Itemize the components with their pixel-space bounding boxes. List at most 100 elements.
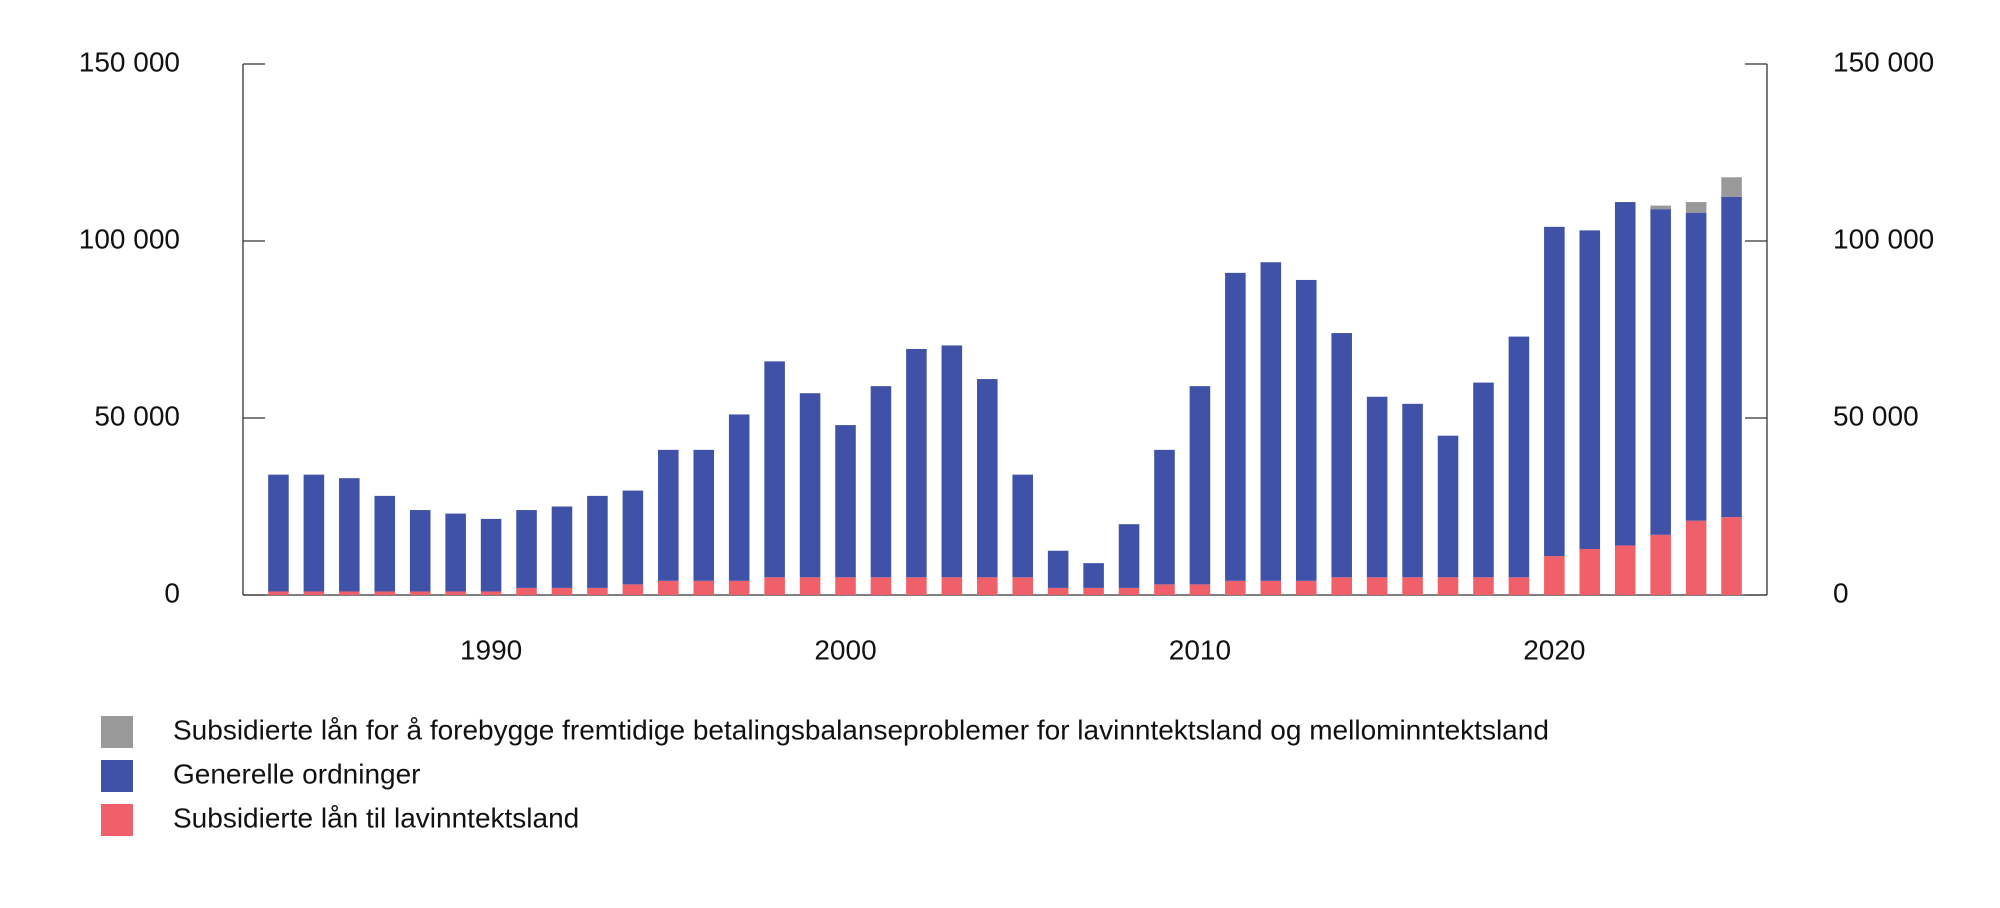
legend-swatch	[101, 804, 133, 836]
bar-segment	[1295, 279, 1317, 581]
bar-segment	[1012, 474, 1033, 578]
bar-segment	[906, 348, 927, 578]
bar-segment	[1579, 548, 1601, 595]
y2-tick-label: 50 000	[1833, 400, 1919, 431]
bar-segment	[551, 506, 573, 588]
bar-segment	[268, 474, 289, 592]
bar-segment	[1508, 577, 1530, 595]
bar-segment	[941, 345, 963, 578]
bar-segment	[799, 393, 821, 578]
bar-segment	[1047, 587, 1069, 595]
bar-segment	[516, 587, 537, 595]
bar-segment	[1650, 209, 1671, 535]
bar-segment	[374, 495, 396, 592]
y-tick-label: 100 000	[79, 223, 180, 254]
bar-segment	[516, 510, 537, 588]
bar-segment	[764, 577, 785, 595]
bar-segment	[1260, 262, 1282, 581]
bar-segment	[587, 587, 608, 595]
bar-segment	[835, 577, 856, 595]
bar-segment	[1685, 212, 1707, 521]
bar-segment	[1508, 336, 1530, 578]
x-tick-label: 2020	[1523, 634, 1585, 665]
bar-segment	[870, 386, 892, 578]
bar-segment	[1366, 396, 1388, 578]
x-tick-label: 2000	[814, 634, 876, 665]
bar-segment	[1614, 202, 1636, 546]
bar-segment	[445, 591, 466, 595]
bar-segment	[1579, 230, 1601, 549]
bar-segment	[1260, 580, 1282, 595]
bar-segment	[480, 591, 502, 595]
bar-segment	[941, 577, 963, 595]
bar-segment	[1295, 580, 1317, 595]
bar-segment	[1154, 449, 1175, 585]
bar-segment	[693, 449, 715, 581]
bar-segment	[1614, 545, 1636, 595]
bar-segment	[1154, 584, 1175, 595]
bar-segment	[728, 580, 750, 595]
bar-segment	[374, 591, 396, 595]
bar-segment	[835, 425, 856, 578]
bar-segment	[1437, 435, 1459, 578]
bar-segment	[1721, 517, 1742, 595]
bar-segment	[1225, 272, 1246, 581]
bar-segment	[1083, 563, 1104, 588]
bar-segment	[268, 591, 289, 595]
legend-swatch	[101, 760, 133, 792]
bar-segment	[1721, 177, 1742, 197]
bar-segment	[764, 361, 785, 578]
bar-segment	[480, 518, 502, 592]
bar-segment	[1721, 196, 1742, 518]
bar-segment	[1118, 524, 1140, 588]
legend-label: Subsidierte lån for å forebygge fremtidi…	[173, 714, 1549, 745]
bar-segment	[339, 591, 360, 595]
y2-tick-label: 150 000	[1833, 46, 1934, 77]
bar-segment	[1083, 587, 1104, 595]
bar-segment	[799, 577, 821, 595]
bar-segment	[693, 580, 715, 595]
bar-segment	[1544, 226, 1565, 557]
y-tick-label: 0	[164, 577, 180, 608]
bar-segment	[622, 490, 644, 585]
y-tick-label: 150 000	[79, 46, 180, 77]
bar-segment	[1473, 577, 1494, 595]
bar-segment	[1402, 577, 1423, 595]
bar-segment	[551, 587, 573, 595]
bar-segment	[1189, 584, 1211, 595]
bar-segment	[870, 577, 892, 595]
bar-segment	[445, 513, 466, 592]
bar-segment	[1012, 577, 1033, 595]
x-tick-label: 2010	[1169, 634, 1231, 665]
bar-segment	[1473, 382, 1494, 578]
bar-segment	[1331, 577, 1352, 595]
bar-segment	[1685, 202, 1707, 213]
bar-segment	[409, 510, 431, 592]
legend-swatch	[101, 716, 133, 748]
bar-segment	[303, 591, 325, 595]
x-tick-label: 1990	[460, 634, 522, 665]
bar-segment	[1402, 403, 1423, 578]
bar-segment	[1366, 577, 1388, 595]
bar-segment	[303, 474, 325, 592]
bar-segment	[906, 577, 927, 595]
y2-tick-label: 100 000	[1833, 223, 1934, 254]
bar-segment	[622, 584, 644, 595]
bar-segment	[977, 379, 998, 578]
bar-segment	[728, 414, 750, 581]
bar-segment	[1331, 333, 1352, 578]
bar-segment	[409, 591, 431, 595]
bar-segment	[658, 449, 679, 581]
bar-segment	[1650, 534, 1671, 595]
legend-label: Subsidierte lån til lavinntektsland	[173, 802, 579, 833]
bar-segment	[1650, 205, 1671, 210]
bar-segment	[1189, 386, 1211, 585]
bar-segment	[1118, 587, 1140, 595]
bar-segment	[1047, 550, 1069, 588]
y2-tick-label: 0	[1833, 577, 1849, 608]
bar-segment	[1437, 577, 1459, 595]
bar-segment	[658, 580, 679, 595]
bar-segment	[1544, 556, 1565, 595]
bar-segment	[1225, 580, 1246, 595]
